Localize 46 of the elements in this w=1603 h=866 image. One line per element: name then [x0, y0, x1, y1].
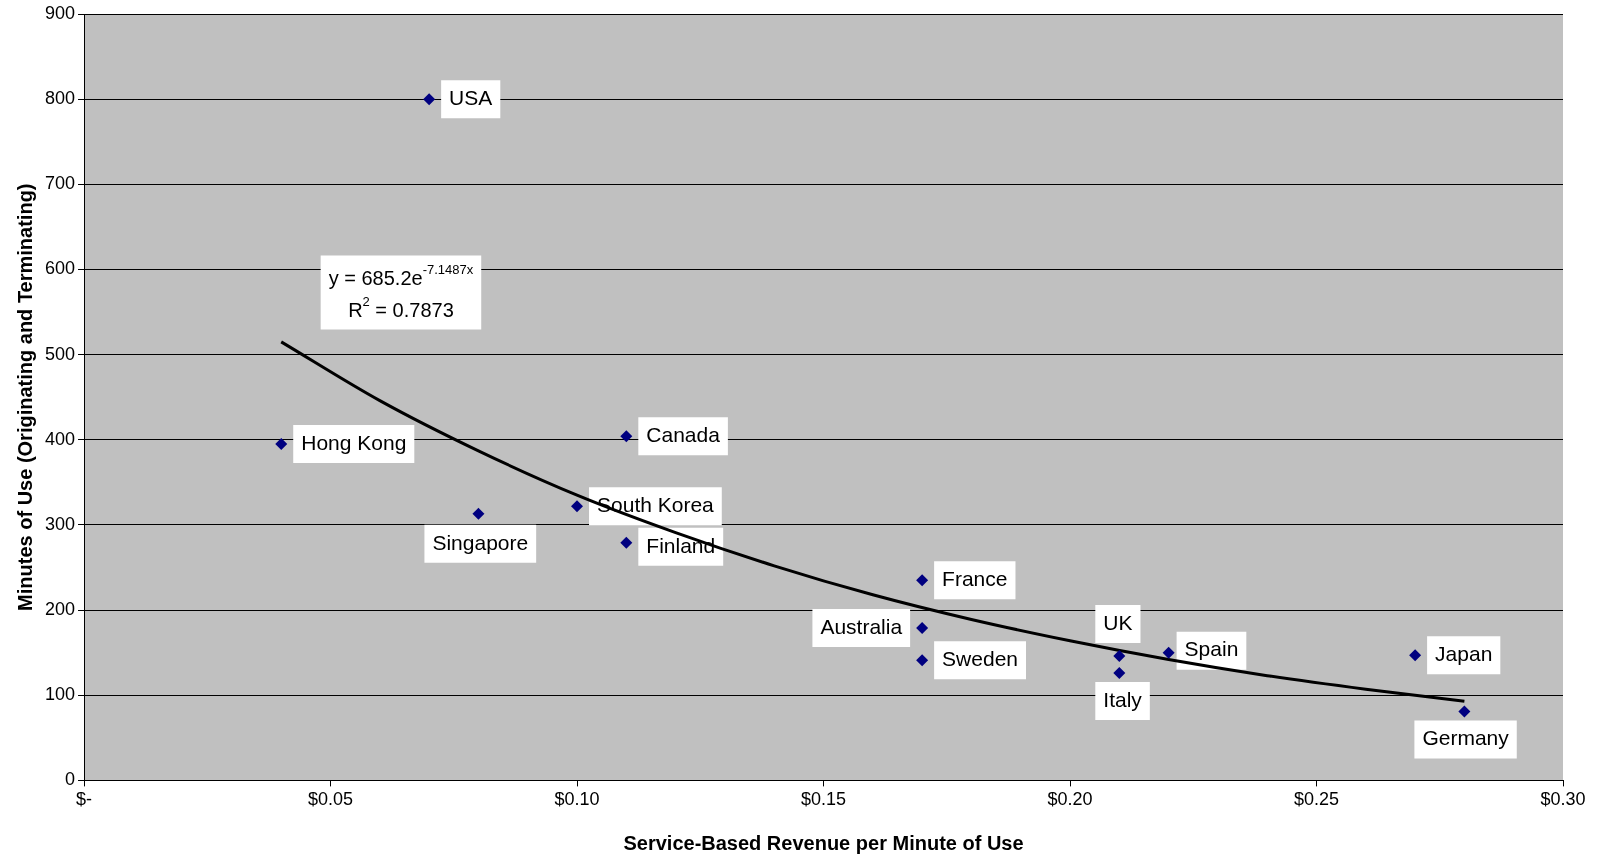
series-label: Spain	[1184, 637, 1239, 661]
y-tick-label: 300	[44, 513, 76, 534]
point	[1113, 650, 1126, 663]
x-tick-label: $0.30	[1540, 789, 1586, 810]
point	[1458, 705, 1471, 718]
x-tick-label: $0.05	[308, 789, 354, 810]
point	[423, 93, 436, 106]
point	[1113, 667, 1126, 680]
series-label: Japan	[1435, 642, 1493, 666]
y-tick-label: 400	[44, 428, 76, 449]
point	[620, 536, 633, 549]
y-axis-title: Minutes of Use (Originating and Terminating)	[13, 183, 36, 611]
y-tick-label: 100	[44, 684, 76, 705]
series-label: Hong Kong	[301, 430, 407, 454]
series-label: UK	[1103, 610, 1133, 634]
y-tick-label: 900	[44, 2, 76, 23]
series-label: Sweden	[942, 647, 1018, 671]
series-label: Singapore	[432, 530, 529, 554]
point	[916, 621, 929, 634]
point	[571, 500, 584, 513]
point	[620, 430, 633, 443]
series-label: USA	[449, 85, 493, 109]
y-tick-label: 700	[44, 173, 76, 194]
series-label: Germany	[1422, 726, 1510, 750]
y-tick-label: 500	[44, 343, 76, 364]
series-label: Italy	[1103, 687, 1143, 711]
y-tick-label: 200	[44, 599, 76, 620]
series-label: Canada	[646, 423, 721, 447]
point	[916, 574, 929, 587]
y-tick-label: 800	[44, 88, 76, 109]
y-tick-label: 0	[65, 769, 76, 790]
x-tick-label: $-	[76, 789, 93, 810]
point	[916, 654, 929, 667]
series-label: France	[942, 567, 1008, 591]
x-tick-label: $0.15	[800, 789, 847, 810]
point	[1409, 649, 1422, 662]
series-label: Australia	[820, 614, 903, 638]
x-tick-label: $0.20	[1047, 789, 1093, 810]
x-axis-title: Service-Based Revenue per Minute of Use	[623, 831, 1024, 854]
series-label: Finland	[646, 533, 716, 557]
point	[1162, 646, 1175, 659]
x-tick-label: $0.25	[1293, 789, 1340, 810]
point	[472, 507, 485, 520]
x-tick-label: $0.10	[554, 789, 600, 810]
point	[275, 438, 288, 451]
y-tick-label: 600	[44, 258, 76, 279]
